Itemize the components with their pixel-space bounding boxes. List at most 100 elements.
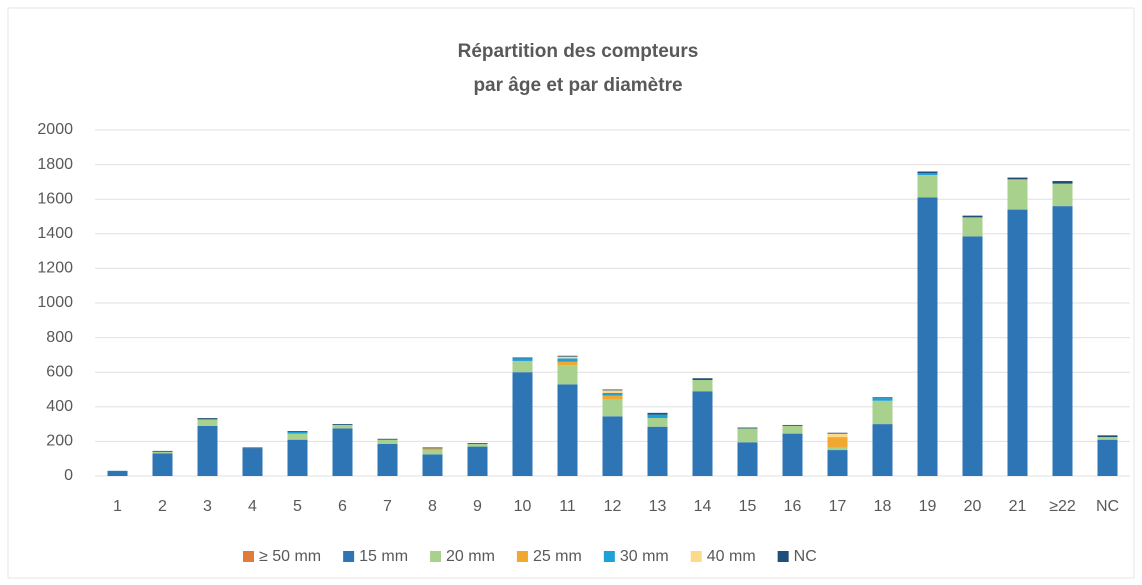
bar-segment bbox=[467, 443, 488, 444]
bar-segment bbox=[602, 392, 623, 396]
bar-segment bbox=[1052, 206, 1073, 476]
bar-segment bbox=[917, 174, 938, 198]
bar-segment bbox=[917, 171, 938, 174]
x-tick-label: 10 bbox=[514, 498, 532, 515]
legend-label: NC bbox=[794, 548, 817, 565]
x-tick-label: 6 bbox=[338, 498, 347, 515]
bar-segment bbox=[692, 391, 713, 476]
bar-segment bbox=[287, 431, 308, 434]
bar-segment bbox=[737, 442, 758, 476]
bar-segment bbox=[827, 433, 848, 438]
legend-label: 15 mm bbox=[359, 548, 408, 565]
legend-label: 30 mm bbox=[620, 548, 669, 565]
bar-segment bbox=[557, 355, 578, 357]
x-tick-label: 18 bbox=[874, 498, 892, 515]
y-tick-label: 1800 bbox=[37, 156, 73, 173]
bar-segment bbox=[872, 424, 893, 476]
bar-segment bbox=[467, 446, 488, 476]
y-tick-label: 800 bbox=[46, 329, 73, 346]
legend-swatch bbox=[516, 551, 528, 562]
bar-segment bbox=[602, 399, 623, 417]
y-tick-label: 1200 bbox=[37, 260, 73, 277]
bar-segment bbox=[557, 361, 578, 366]
bar-segment bbox=[962, 236, 983, 476]
bar-segment bbox=[827, 437, 848, 448]
bar-segment bbox=[1007, 209, 1028, 476]
bar-segment bbox=[242, 447, 263, 449]
bar-segment bbox=[197, 418, 218, 420]
bar-segment bbox=[332, 424, 353, 425]
x-tick-label: 3 bbox=[203, 498, 212, 515]
bar-segment bbox=[377, 439, 398, 444]
bar-segment bbox=[782, 424, 803, 426]
x-tick-label: 20 bbox=[964, 498, 982, 515]
bar-segment bbox=[872, 400, 893, 425]
x-tick-label: 17 bbox=[829, 498, 847, 515]
bar-segment bbox=[962, 215, 983, 218]
bar-segment bbox=[827, 447, 848, 451]
bar-segment bbox=[602, 389, 623, 391]
bar-segment bbox=[962, 217, 983, 237]
bar-segment bbox=[1007, 177, 1028, 180]
x-tick-label: 19 bbox=[919, 498, 937, 515]
chart-title: par âge et par diamètre bbox=[473, 75, 682, 96]
bar-segment bbox=[917, 173, 938, 175]
bar-segment bbox=[467, 443, 488, 447]
chart-title: Répartition des compteurs bbox=[458, 41, 699, 62]
bar-segment bbox=[1007, 179, 1028, 181]
y-tick-label: 1600 bbox=[37, 190, 73, 207]
bar-segment bbox=[242, 448, 263, 476]
x-tick-label: 2 bbox=[158, 498, 167, 515]
y-tick-label: 400 bbox=[46, 398, 73, 415]
bar-segment bbox=[1097, 435, 1118, 438]
bar-segment bbox=[512, 358, 533, 361]
bar-segment bbox=[557, 384, 578, 476]
bar-segment bbox=[197, 425, 218, 476]
x-tick-label: 8 bbox=[428, 498, 437, 515]
y-tick-label: 2000 bbox=[37, 121, 73, 138]
legend-label: 20 mm bbox=[446, 548, 495, 565]
x-tick-label: NC bbox=[1096, 498, 1119, 515]
bar-segment bbox=[647, 414, 668, 419]
legend-swatch bbox=[430, 551, 442, 562]
bar-segment bbox=[512, 372, 533, 476]
bar-segment bbox=[512, 357, 533, 359]
x-tick-label: 5 bbox=[293, 498, 302, 515]
bar-segment bbox=[107, 470, 128, 476]
y-tick-label: 1400 bbox=[37, 225, 73, 242]
bar-segment bbox=[332, 428, 353, 476]
y-tick-label: 600 bbox=[46, 363, 73, 380]
x-tick-label: 7 bbox=[383, 498, 392, 515]
bar-segment bbox=[287, 439, 308, 476]
bar-segment bbox=[647, 418, 668, 427]
x-tick-label: 4 bbox=[248, 498, 257, 515]
x-tick-label: 16 bbox=[784, 498, 802, 515]
x-tick-label: 15 bbox=[739, 498, 757, 515]
bar-segment bbox=[917, 197, 938, 476]
x-tick-label: 14 bbox=[694, 498, 712, 515]
legend-swatch bbox=[603, 551, 615, 562]
bar-segment bbox=[422, 448, 443, 451]
legend-label: ≥ 50 mm bbox=[259, 548, 321, 565]
x-tick-label: 11 bbox=[559, 498, 576, 515]
y-tick-label: 1000 bbox=[37, 294, 73, 311]
bar-segment bbox=[602, 416, 623, 476]
bar-segment bbox=[647, 426, 668, 476]
bar-segment bbox=[287, 431, 308, 432]
bar-segment bbox=[377, 443, 398, 476]
bar-segment bbox=[737, 428, 758, 443]
bar-segment bbox=[1097, 437, 1118, 440]
bar-segment bbox=[152, 451, 173, 454]
bar-segment bbox=[872, 397, 893, 399]
bar-segment bbox=[152, 450, 173, 452]
bar-segment bbox=[1052, 183, 1073, 207]
bar-segment bbox=[1052, 181, 1073, 184]
legend-swatch bbox=[243, 551, 254, 562]
bar-segment bbox=[197, 419, 218, 426]
bar-segment bbox=[782, 433, 803, 476]
bar-segment bbox=[827, 450, 848, 476]
legend-label: 25 mm bbox=[533, 548, 582, 565]
bar-segment bbox=[737, 427, 758, 429]
legend-label: 40 mm bbox=[707, 548, 756, 565]
